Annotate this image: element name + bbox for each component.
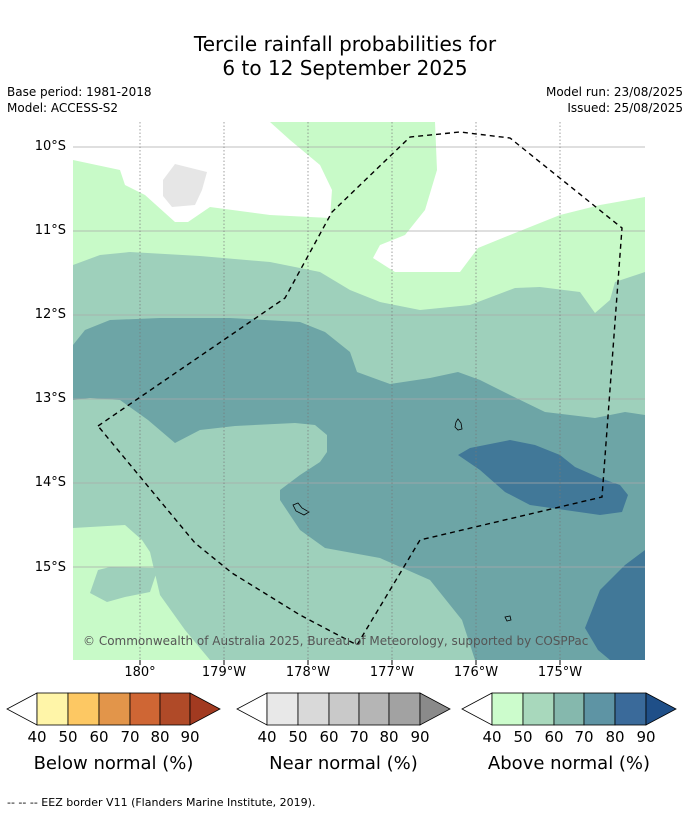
lat-label-13s: 13°S [34,391,66,406]
copyright-text: © Commonwealth of Australia 2025, Bureau… [83,634,588,648]
cb2-tick-40: 40 [257,728,277,746]
lat-label-14s: 14°S [34,475,66,490]
colorbar-near-60 [328,692,360,726]
model-name: Model: ACCESS-S2 [7,101,119,115]
island-outline [504,615,512,622]
lon-label-180: 180° [124,665,156,680]
model-run: Model run: 23/08/2025 [545,85,683,99]
colorbar-below-60 [98,692,131,726]
lon-label-175w: 175°W [537,665,583,680]
cb1-tick-70: 70 [120,728,140,746]
colorbar-above-60 [553,692,585,726]
cb2-tick-70: 70 [349,728,369,746]
colorbar-near-90 [419,692,451,726]
cb1-tick-90: 90 [180,728,200,746]
cb2-tick-90: 90 [410,728,430,746]
lat-label-15s: 15°S [34,560,66,575]
lon-label-178w: 178°W [285,665,331,680]
colorbar-above-90 [645,692,677,726]
lon-label-179w: 179°W [201,665,247,680]
colorbar-above-80 [614,692,647,726]
colorbar-title-near: Near normal (%) [269,753,418,774]
eez-border [96,131,623,646]
above-normal-50-60-patch [90,567,158,602]
colorbar-near-50 [297,692,330,726]
colorbar-below-normal [6,692,221,726]
above-normal-60-70-region [73,318,645,660]
latitude-gridlines [73,146,645,568]
cb1-tick-40: 40 [27,728,47,746]
cb3-tick-50: 50 [513,728,533,746]
cb3-tick-60: 60 [544,728,564,746]
cb2-tick-50: 50 [288,728,308,746]
above-normal-70-80-region [458,440,628,515]
cb1-tick-80: 80 [150,728,170,746]
above-normal-70-80-corner [585,550,645,660]
cb2-tick-80: 80 [379,728,399,746]
colorbar-below-40 [36,692,69,726]
colorbar-below-70 [129,692,161,726]
lat-label-10s: 10°S [34,139,66,154]
map-title-line1: Tercile rainfall probabilities for [193,32,497,56]
cb1-tick-50: 50 [58,728,78,746]
colorbar-near-70 [358,692,390,726]
colorbar-title-above: Above normal (%) [487,753,651,774]
cb1-tick-60: 60 [89,728,109,746]
colorbar-title-below: Below normal (%) [33,753,194,774]
eez-footnote: -- -- -- EEZ border V11 (Flanders Marine… [7,796,316,809]
axis-ticks [139,660,561,665]
near-normal-40-50-region [163,164,207,207]
island-outline [454,418,463,431]
colorbar-below-50 [67,692,100,726]
colorbar-near-40 [266,692,299,726]
colorbar-above-50 [522,692,555,726]
colorbar-below-90 [189,692,221,726]
cb3-tick-70: 70 [574,728,594,746]
lat-label-12s: 12°S [34,307,66,322]
map-title-line2: 6 to 12 September 2025 [222,56,468,80]
lon-label-177w: 177°W [369,665,415,680]
cb3-tick-40: 40 [482,728,502,746]
colorbar-below-80 [159,692,191,726]
longitude-gridlines [139,122,561,660]
cb3-tick-80: 80 [605,728,625,746]
island-outline [292,502,310,516]
lon-label-176w: 176°W [453,665,499,680]
colorbar-above-normal [461,692,677,726]
colorbar-near-normal [236,692,451,726]
colorbar-near-80 [388,692,421,726]
cb3-tick-90: 90 [636,728,656,746]
cb2-tick-60: 60 [319,728,339,746]
lat-label-11s: 11°S [34,223,66,238]
colorbar-above-40 [491,692,524,726]
base-period: Base period: 1981-2018 [7,85,152,99]
colorbar-above-70 [583,692,616,726]
issued-date: Issued: 25/08/2025 [567,101,683,115]
